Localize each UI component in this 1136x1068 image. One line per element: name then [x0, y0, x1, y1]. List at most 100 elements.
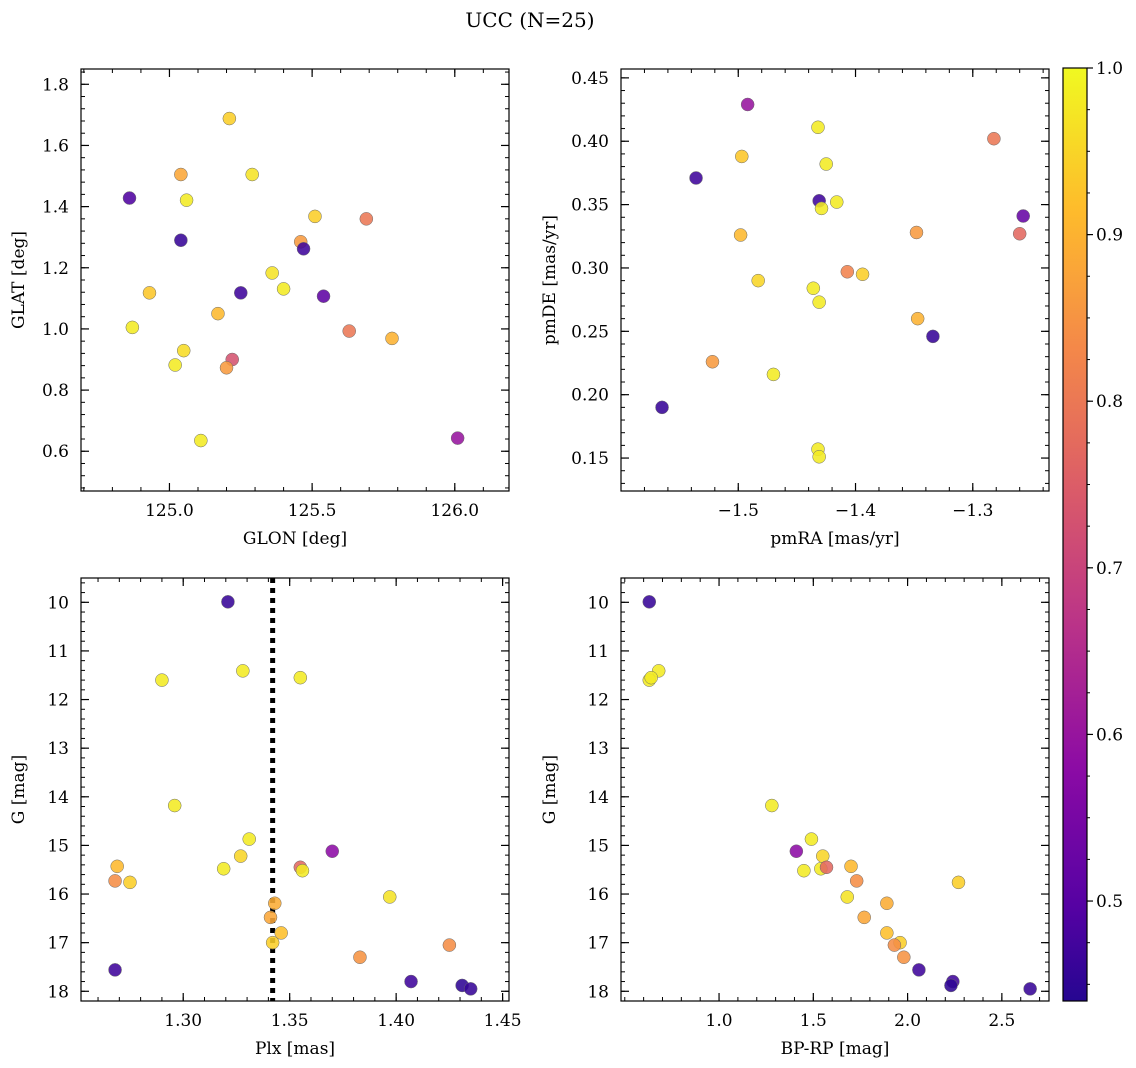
scatter-point	[308, 209, 322, 224]
scatter-panels: 125.0 125.5 126.0 0.6 0.8 1.0 1.2 1.4 1.6 1.8 GLON…	[9, 68, 1050, 1059]
panel-1: 125.0 125.5 126.0 0.6 0.8 1.0 1.2 1.4 1.6 1.8 GLON…	[9, 68, 510, 549]
scatter-point	[110, 859, 124, 874]
scatter-point	[765, 798, 779, 813]
figure-title: UCC (N=25)	[465, 8, 594, 32]
y-tick-label: 0.45	[571, 69, 609, 89]
scatter-point	[268, 896, 282, 911]
scatter-point	[910, 311, 925, 326]
y-tick-label: 13	[587, 739, 609, 759]
scatter-point	[359, 212, 374, 226]
scatter-point	[296, 242, 311, 256]
x-tick-label: −1.3	[952, 501, 993, 521]
y-tick-label: 10	[47, 593, 69, 613]
x-tick-label: 1.45	[484, 1011, 522, 1031]
scatter-point	[236, 664, 250, 678]
scatter-point	[789, 844, 804, 858]
y-tick-label: 11	[587, 642, 609, 662]
y-tick-label: 16	[47, 885, 69, 905]
y-tick-label: 15	[47, 836, 69, 856]
x-tick-label: −1.4	[835, 501, 876, 521]
colorbar-tick-label: 0.8	[1096, 392, 1123, 412]
axes-frame	[620, 68, 1050, 492]
y-tick-label: 17	[587, 934, 609, 954]
y-tick-label: 14	[587, 788, 609, 808]
scatter-point	[819, 860, 834, 875]
colorbar-tick-label: 0.5	[1096, 892, 1123, 912]
scatter-point	[274, 926, 288, 940]
y-tick-label: 0.20	[571, 386, 609, 406]
scatter-point	[909, 225, 924, 240]
y-tick-label: 1.8	[42, 75, 69, 95]
y-axis-label: G [mag]	[9, 755, 29, 824]
scatter-point	[325, 844, 340, 858]
scatter-point	[263, 910, 278, 925]
scatter-point	[142, 286, 157, 300]
y-tick-label: 1.0	[42, 320, 69, 340]
scatter-point	[242, 832, 256, 846]
scatter-point	[806, 281, 821, 295]
colorbar-tick-label: 0.9	[1096, 226, 1123, 246]
y-tick-label: 14	[47, 788, 69, 808]
colorbar: 0.5 0.6 0.7 0.8 0.9 1.0	[1062, 59, 1123, 1002]
panel-3: 1.30 1.35 1.40 1.45 10 11 12 13 14 15 16 17 18 Plx [m…	[9, 577, 522, 1059]
scatter-point	[814, 201, 829, 216]
y-tick-label: 11	[47, 642, 69, 662]
scatter-point	[655, 400, 669, 415]
scatter-point	[342, 324, 356, 338]
y-tick-label: 18	[587, 982, 609, 1002]
scatter-point	[819, 157, 833, 171]
y-tick-label: 1.6	[42, 136, 69, 156]
scatter-point	[265, 266, 279, 280]
x-tick-label: 125.5	[288, 501, 337, 521]
y-tick-label: 0.6	[42, 442, 69, 462]
scatter-point	[812, 450, 826, 464]
scatter-point	[811, 120, 825, 135]
y-tick-label: 10	[587, 593, 609, 613]
scatter-point	[295, 863, 310, 878]
scatter-point	[844, 859, 858, 874]
x-axis-label: Plx [mas]	[255, 1039, 335, 1059]
y-tick-label: 17	[47, 934, 69, 954]
scatter-point	[211, 306, 225, 321]
colorbar-tick-label: 0.6	[1096, 725, 1123, 745]
scatter-point	[219, 361, 234, 375]
scatter-point	[174, 167, 188, 182]
scatter-point	[221, 595, 235, 609]
scatter-point	[812, 295, 826, 309]
scatter-point	[644, 670, 658, 685]
y-tick-label: 12	[47, 691, 69, 711]
scatter-point	[733, 228, 748, 242]
scatter-point	[168, 358, 182, 372]
scatter-point	[233, 849, 248, 863]
axes-frame	[620, 577, 1050, 1002]
scatter-point	[897, 950, 911, 964]
scatter-point	[766, 367, 781, 382]
scatter-point	[797, 863, 811, 878]
scatter-point	[293, 670, 308, 685]
y-tick-label: 1.4	[42, 198, 69, 218]
x-axis-label: GLON [deg]	[243, 529, 347, 549]
scatter-point	[880, 896, 894, 911]
scatter-point	[849, 874, 864, 888]
x-tick-label: 2.0	[894, 1011, 921, 1031]
y-tick-label: 0.40	[571, 132, 609, 152]
scatter-point	[705, 354, 720, 369]
scatter-point	[108, 963, 122, 977]
scatter-point	[123, 875, 137, 890]
colorbar-tick-label: 1.0	[1096, 59, 1123, 79]
y-tick-label: 12	[587, 691, 609, 711]
scatter-point	[926, 329, 940, 344]
y-axis-label: G [mag]	[540, 755, 560, 824]
y-tick-label: 16	[587, 885, 609, 905]
axes-frame	[80, 577, 510, 1002]
scatter-point	[234, 286, 248, 300]
scatter-point	[804, 832, 819, 846]
x-axis-label: pmRA [mas/yr]	[770, 529, 899, 549]
scatter-point	[245, 167, 259, 182]
scatter-point	[689, 171, 703, 185]
scatter-point	[840, 890, 855, 904]
scatter-point	[125, 320, 140, 335]
scatter-point	[194, 433, 208, 448]
x-tick-label: 1.30	[164, 1011, 202, 1031]
scatter-point	[122, 191, 137, 205]
